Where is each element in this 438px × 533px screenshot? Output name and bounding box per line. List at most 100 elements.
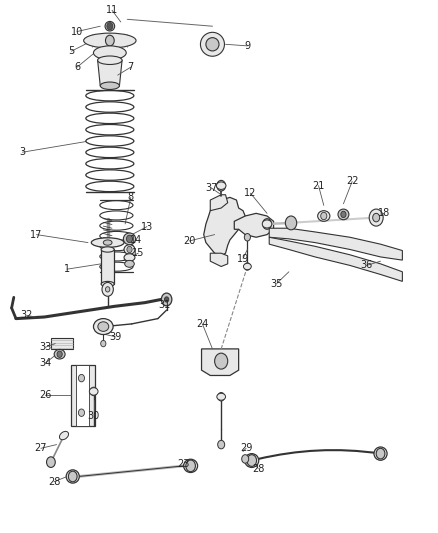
Ellipse shape <box>91 238 124 247</box>
Circle shape <box>107 22 113 30</box>
Text: 39: 39 <box>109 332 121 342</box>
Text: 10: 10 <box>71 27 83 37</box>
Polygon shape <box>234 213 274 237</box>
Text: 18: 18 <box>378 208 390 219</box>
Text: 14: 14 <box>130 236 142 246</box>
Text: 1: 1 <box>64 264 70 274</box>
Polygon shape <box>269 228 403 260</box>
Circle shape <box>244 263 251 270</box>
Text: 8: 8 <box>128 192 134 203</box>
Polygon shape <box>210 253 228 266</box>
Ellipse shape <box>374 447 387 461</box>
Polygon shape <box>204 197 245 256</box>
Text: 9: 9 <box>244 41 251 51</box>
Circle shape <box>376 448 385 459</box>
Circle shape <box>286 216 297 230</box>
Circle shape <box>341 211 346 217</box>
Ellipse shape <box>124 245 135 254</box>
Ellipse shape <box>105 21 115 31</box>
Polygon shape <box>51 338 73 349</box>
Circle shape <box>101 341 106 347</box>
Ellipse shape <box>201 33 224 56</box>
Text: 34: 34 <box>39 358 51 368</box>
Circle shape <box>78 374 85 382</box>
Circle shape <box>186 460 195 472</box>
Circle shape <box>321 212 327 220</box>
Text: 5: 5 <box>68 46 74 56</box>
Text: 32: 32 <box>21 310 33 320</box>
Circle shape <box>46 457 55 467</box>
Text: 6: 6 <box>74 62 80 72</box>
Bar <box>71 365 95 426</box>
Bar <box>76 365 89 426</box>
Circle shape <box>244 233 251 241</box>
Circle shape <box>373 213 380 222</box>
Polygon shape <box>210 195 228 211</box>
Ellipse shape <box>93 319 113 335</box>
Circle shape <box>102 282 113 296</box>
Text: 19: 19 <box>237 254 249 263</box>
Ellipse shape <box>184 459 198 472</box>
Ellipse shape <box>60 431 68 440</box>
Ellipse shape <box>89 387 98 395</box>
Ellipse shape <box>245 454 259 467</box>
Ellipse shape <box>125 261 134 267</box>
Text: 24: 24 <box>196 319 208 329</box>
Text: 23: 23 <box>177 459 189 469</box>
Circle shape <box>161 293 172 306</box>
Ellipse shape <box>217 393 226 400</box>
Polygon shape <box>201 349 239 375</box>
Circle shape <box>106 35 114 46</box>
Text: 11: 11 <box>106 5 118 15</box>
Circle shape <box>218 440 225 449</box>
Text: 30: 30 <box>88 411 100 422</box>
Ellipse shape <box>66 470 79 483</box>
Circle shape <box>127 235 133 243</box>
Circle shape <box>127 246 132 253</box>
Circle shape <box>106 287 110 292</box>
Text: 37: 37 <box>205 183 217 193</box>
Ellipse shape <box>101 247 114 252</box>
Text: 28: 28 <box>48 477 60 487</box>
Ellipse shape <box>124 254 135 261</box>
Ellipse shape <box>318 211 330 221</box>
Text: 17: 17 <box>30 230 42 240</box>
Ellipse shape <box>84 33 136 48</box>
Text: 33: 33 <box>39 342 51 352</box>
Text: 15: 15 <box>132 248 145 258</box>
Text: 20: 20 <box>183 236 195 246</box>
Circle shape <box>263 219 272 229</box>
Ellipse shape <box>338 209 349 220</box>
Ellipse shape <box>124 233 136 245</box>
Ellipse shape <box>103 240 112 245</box>
Circle shape <box>218 392 225 401</box>
Circle shape <box>369 209 383 226</box>
Text: 28: 28 <box>252 464 265 473</box>
Text: 21: 21 <box>312 181 325 191</box>
Ellipse shape <box>93 46 126 60</box>
Text: 31: 31 <box>158 300 170 310</box>
Circle shape <box>57 351 62 358</box>
Bar <box>101 249 114 284</box>
Text: 35: 35 <box>270 279 283 288</box>
Ellipse shape <box>244 263 251 270</box>
Text: 29: 29 <box>240 443 252 453</box>
Ellipse shape <box>206 38 219 51</box>
Ellipse shape <box>98 56 122 64</box>
Text: 13: 13 <box>141 222 153 232</box>
Text: 26: 26 <box>39 390 51 400</box>
Text: 22: 22 <box>346 176 358 187</box>
Circle shape <box>247 455 257 466</box>
Polygon shape <box>98 60 122 86</box>
Polygon shape <box>269 237 403 281</box>
Text: 12: 12 <box>244 188 257 198</box>
Circle shape <box>217 180 226 191</box>
Circle shape <box>215 353 228 369</box>
Ellipse shape <box>54 350 65 359</box>
Ellipse shape <box>98 322 109 332</box>
Text: 3: 3 <box>19 147 25 157</box>
Text: 36: 36 <box>360 261 373 270</box>
Text: 7: 7 <box>128 62 134 72</box>
Ellipse shape <box>216 182 226 189</box>
Circle shape <box>68 471 77 482</box>
